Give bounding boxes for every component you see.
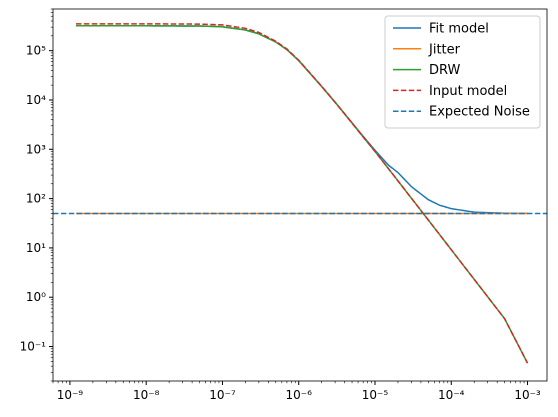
legend-label: Jitter (428, 42, 461, 57)
y-tick-label: 10⁵ (26, 44, 46, 58)
x-tick-label: 10⁻⁴ (438, 388, 465, 402)
x-tick-label: 10⁻⁸ (133, 388, 160, 402)
axes: 10⁻⁹ 10⁻⁸ 10⁻⁷ 10⁻⁶ 10⁻⁵ 10⁻⁴ 10⁻³ 10⁻¹ 10⁰ 10¹ 10… (20, 8, 548, 402)
y-tick-label: 10¹ (26, 241, 46, 255)
legend-label: DRW (429, 63, 461, 78)
series-line-input-model (75, 23, 529, 364)
legend-box (384, 15, 541, 129)
axes-frame (52, 8, 548, 382)
x-tick-label: 10⁻⁵ (362, 388, 389, 402)
legend-label: Input model (429, 84, 507, 99)
legend-label: Fit model (429, 22, 489, 37)
y-tick-label: 10² (26, 192, 46, 206)
y-tick-label: 10⁰ (26, 290, 46, 304)
x-tick-label: 10⁻⁷ (209, 388, 236, 402)
x-tick-label: 10⁻³ (514, 388, 541, 402)
y-tick-label: 10⁴ (26, 93, 46, 107)
y-tick-label: 10⁻¹ (20, 340, 47, 354)
y-tick-label: 10³ (26, 142, 46, 156)
x-tick-label: 10⁻⁶ (286, 388, 313, 402)
x-tick-label: 10⁻⁹ (57, 388, 84, 402)
plot-area (53, 23, 547, 364)
legend-label: Expected Noise (429, 105, 530, 120)
legend: Fit model Jitter DRW Input model Expected No… (384, 15, 541, 129)
